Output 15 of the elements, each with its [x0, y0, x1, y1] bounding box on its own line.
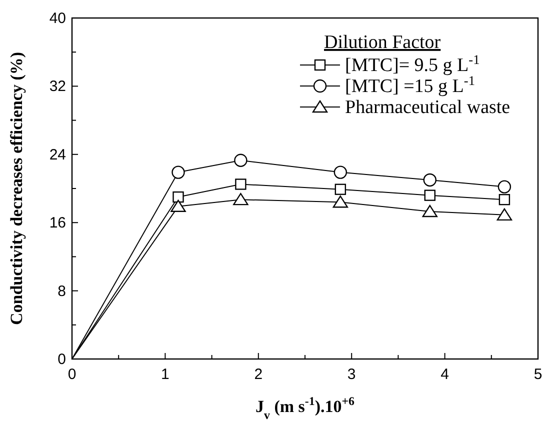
y-tick-label: 40	[49, 10, 66, 27]
y-tick-label: 24	[49, 146, 66, 164]
y-tick-label: 32	[49, 78, 66, 96]
y-axis-title: Conductivity decreases efficiency (%)	[7, 52, 26, 326]
x-tick-label: 5	[534, 366, 542, 383]
y-tick-label: 0	[58, 351, 66, 368]
x-tick-label: 2	[254, 366, 263, 383]
x-tick-label: 3	[347, 366, 356, 383]
y-tick-label: 16	[49, 214, 66, 232]
x-tick-label: 4	[440, 366, 449, 383]
legend-label: Pharmaceutical waste	[345, 97, 510, 118]
x-axis-title: J$_{v}$ (m s$^{-1}$).10$^{+6}$	[256, 394, 355, 422]
legend-title: Dilution Factor	[324, 32, 442, 53]
x-tick-label: 1	[161, 366, 170, 383]
y-tick-label: 8	[58, 282, 66, 300]
